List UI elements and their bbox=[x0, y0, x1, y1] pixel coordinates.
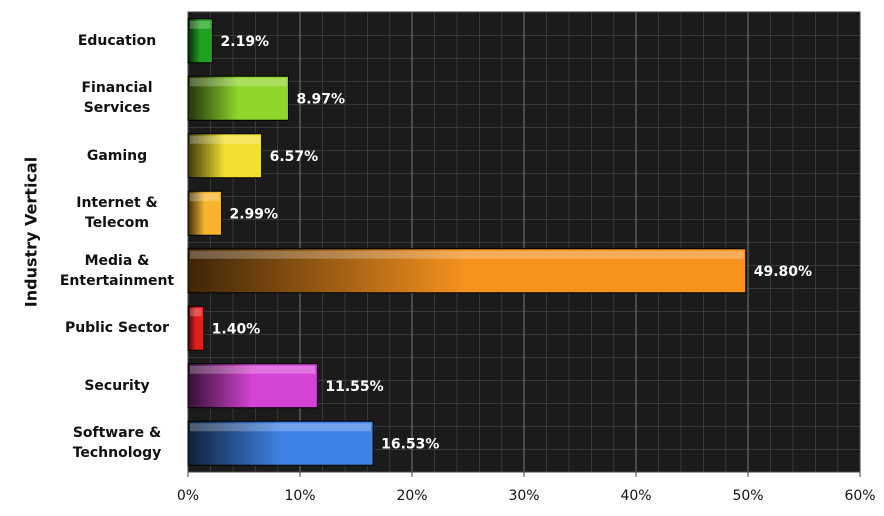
bar bbox=[187, 133, 263, 179]
value-label: 11.55% bbox=[325, 379, 383, 395]
y-tick-label: Security bbox=[84, 377, 150, 394]
y-tick-label: Public Sector bbox=[64, 320, 170, 337]
bar bbox=[187, 248, 747, 294]
bar-highlight bbox=[190, 423, 372, 432]
bar-highlight bbox=[190, 78, 287, 87]
bar-highlight bbox=[190, 308, 202, 317]
bar bbox=[187, 363, 318, 409]
y-tick-label: Internet & Telecom bbox=[76, 195, 158, 232]
y-tick-label: Software & Technology bbox=[72, 425, 162, 462]
value-label: 1.40% bbox=[212, 321, 261, 337]
bar-highlight bbox=[190, 20, 211, 29]
bar bbox=[187, 190, 222, 236]
bar-highlight bbox=[190, 250, 744, 259]
x-tick-label: 30% bbox=[508, 488, 539, 504]
bar bbox=[187, 18, 214, 64]
bar-highlight bbox=[190, 193, 220, 202]
y-tick-label: Education bbox=[77, 32, 157, 49]
x-tick-label: 0% bbox=[177, 488, 199, 504]
value-label: 8.97% bbox=[296, 91, 345, 107]
y-tick-label: Financial Services bbox=[81, 80, 153, 117]
bar bbox=[187, 420, 374, 466]
bar bbox=[187, 75, 289, 121]
bar bbox=[187, 305, 205, 351]
value-label: 49.80% bbox=[754, 264, 812, 280]
bar-highlight bbox=[190, 365, 316, 374]
value-label: 16.53% bbox=[381, 436, 439, 452]
x-tick-label: 50% bbox=[732, 488, 763, 504]
value-label: 2.99% bbox=[229, 206, 278, 222]
value-label: 6.57% bbox=[270, 149, 319, 165]
x-tick-label: 40% bbox=[620, 488, 651, 504]
y-axis-title: Industry Vertical bbox=[22, 157, 41, 307]
bar-highlight bbox=[190, 135, 260, 144]
value-label: 2.19% bbox=[221, 34, 270, 50]
y-tick-label: Media & Entertainment bbox=[59, 252, 175, 289]
x-tick-label: 10% bbox=[284, 488, 315, 504]
x-tick-label: 60% bbox=[844, 488, 875, 504]
plot-border bbox=[187, 11, 861, 473]
x-tick-label: 20% bbox=[396, 488, 427, 504]
y-tick-label: Gaming bbox=[86, 147, 148, 164]
